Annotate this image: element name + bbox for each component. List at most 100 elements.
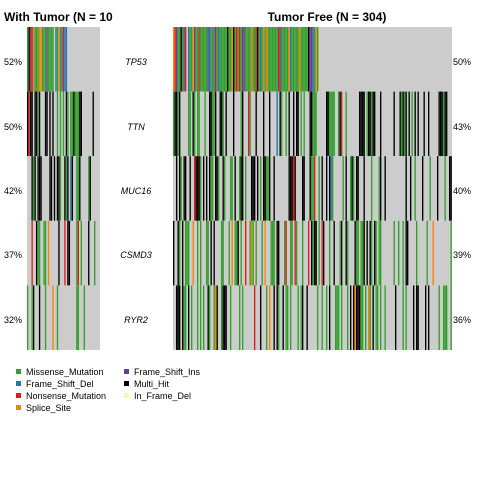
tumor-free-mutation-bar-ttn: [213, 91, 215, 157]
with-tumor-mutation-bar-tp53: [52, 27, 54, 92]
tumor-free-mutation-bar-csmd3: [228, 220, 230, 286]
tumor-free-mutation-bar-tp53: [294, 27, 296, 92]
with-tumor-mutation-bar-tp53: [56, 27, 59, 92]
tumor-free-mutation-bar-tp53: [282, 27, 284, 92]
tumor-free-mutation-bar-csmd3: [315, 220, 317, 286]
tumor-free-mutation-bar-muc16: [176, 156, 178, 221]
tumor-free-mutation-bar-tp53: [300, 27, 302, 92]
tumor-free-mutation-bar-csmd3: [285, 220, 287, 286]
tumor-free-mutation-bar-csmd3: [245, 220, 247, 286]
tumor-free-mutation-bar-csmd3: [321, 220, 323, 286]
tumor-free-mutation-bar-tp53: [221, 27, 223, 92]
with-tumor-mutation-bar-muc16: [59, 156, 62, 221]
tumor-free-mutation-bar-ryr2: [225, 285, 227, 350]
tumor-free-mutation-bar-tp53: [197, 27, 199, 92]
tumor-free-mutation-bar-ryr2: [269, 285, 271, 350]
tumor-free-mutation-bar-ryr2: [221, 285, 223, 350]
tumor-free-mutation-bar-tp53: [246, 27, 248, 92]
tumor-free-mutation-bar-muc16: [200, 156, 202, 221]
tumor-free-mutation-bar-tp53: [312, 27, 314, 92]
tumor-free-mutation-bar-csmd3: [356, 220, 358, 286]
tumor-free-mutation-bar-tp53: [272, 27, 274, 92]
tumor-free-mutation-bar-muc16: [218, 156, 220, 221]
tumor-free-mutation-bar-ryr2: [369, 285, 371, 350]
with-tumor-mutation-bar-tp53: [49, 27, 51, 92]
with-tumor-mutation-bar-tp53: [62, 27, 65, 92]
tumor-free-mutation-bar-muc16: [239, 156, 241, 221]
tumor-free-mutation-bar-ttn: [338, 91, 340, 157]
with-tumor-mutation-bar-csmd3: [64, 220, 66, 286]
tumor-free-mutation-bar-ryr2: [450, 285, 452, 350]
legend-swatch-multi-hit: [124, 381, 129, 386]
tumor-free-mutation-bar-tp53: [218, 27, 220, 92]
tumor-free-mutation-bar-csmd3: [192, 220, 194, 286]
tumor-free-mutation-bar-ttn: [315, 91, 317, 157]
with-tumor-mutation-bar-csmd3: [47, 220, 50, 286]
tumor-free-mutation-bar-muc16: [222, 156, 224, 221]
tumor-free-mutation-bar-muc16: [449, 156, 451, 221]
tumor-free-mutation-bar-tp53: [243, 27, 245, 92]
tumor-free-mutation-bar-ttn: [314, 91, 316, 157]
tumor-free-mutation-bar-tp53: [299, 27, 301, 92]
with-tumor-mutation-bar-ttn: [46, 91, 48, 157]
tumor-free-mutation-bar-tp53: [260, 27, 262, 92]
with-tumor-mutation-bar-muc16: [40, 156, 42, 221]
tumor-free-mutation-bar-tp53: [263, 27, 265, 92]
with-tumor-mutation-bar-csmd3: [80, 220, 82, 286]
with-tumor-mutation-bar-muc16: [89, 156, 91, 221]
tumor-free-mutation-bar-ryr2: [239, 285, 241, 350]
tumor-free-mutation-bar-muc16: [273, 156, 275, 221]
tumor-free-mutation-bar-csmd3: [378, 220, 380, 286]
tumor-free-mutation-bar-muc16: [353, 156, 355, 221]
tumor-free-mutation-bar-ryr2: [443, 285, 445, 350]
tumor-free-mutation-bar-ttn: [215, 91, 217, 157]
tumor-free-mutation-bar-csmd3: [236, 220, 238, 286]
tumor-free-mutation-bar-ryr2: [353, 285, 355, 350]
tumor-free-mutation-bar-muc16: [209, 156, 211, 221]
with-tumor-mutation-bar-csmd3: [76, 220, 78, 286]
gene-label-muc16: MUC16: [121, 186, 152, 196]
tumor-free-mutation-bar-ttn: [188, 91, 190, 157]
tumor-free-mutation-bar-tp53: [273, 27, 275, 92]
with-tumor-mutation-bar-ryr2: [52, 285, 54, 350]
tumor-free-mutation-bar-tp53: [228, 27, 230, 92]
legend-swatch-in-frame-del: [124, 393, 129, 398]
group-title-tumor-free: Tumor Free (N = 304): [268, 10, 387, 24]
with-tumor-mutation-bar-ttn: [56, 91, 59, 157]
tumor-free-mutation-bar-ryr2: [182, 285, 184, 350]
tumor-free-mutation-bar-tp53: [291, 27, 293, 92]
tumor-free-mutation-bar-tp53: [267, 27, 269, 92]
tumor-free-mutation-bar-ryr2: [347, 285, 349, 350]
with-tumor-mutation-bar-ttn: [92, 91, 94, 157]
tumor-free-mutation-bar-tp53: [252, 27, 254, 92]
tumor-free-mutation-bar-tp53: [180, 27, 182, 92]
tumor-free-mutation-bar-ryr2: [446, 285, 448, 350]
tumor-free-mutation-bar-ryr2: [297, 285, 299, 350]
tumor-free-mutation-bar-ttn: [339, 91, 341, 157]
with-tumor-mutation-bar-csmd3: [31, 220, 33, 286]
tumor-free-mutation-bar-csmd3: [369, 220, 371, 286]
with-tumor-mutation-bar-ttn: [71, 91, 74, 157]
tumor-free-mutation-bar-tp53: [270, 27, 272, 92]
tumor-free-mutation-bar-ryr2: [402, 285, 404, 350]
with-tumor-mutation-bar-tp53: [40, 27, 42, 92]
tumor-free-mutation-bar-csmd3: [398, 220, 400, 286]
tumor-free-mutation-bar-ryr2: [405, 285, 407, 350]
with-tumor-mutation-bar-ttn: [44, 91, 47, 157]
tumor-free-mutation-bar-ttn: [255, 91, 257, 157]
tumor-free-mutation-bar-ttn: [312, 91, 314, 157]
tumor-free-mutation-bar-tp53: [279, 27, 281, 92]
tumor-free-mutation-bar-muc16: [195, 156, 197, 221]
tumor-free-mutation-bar-ryr2: [209, 285, 211, 350]
tumor-free-mutation-bar-tp53: [261, 27, 263, 92]
with-tumor-mutation-bar-tp53: [65, 27, 68, 92]
with-tumor-mutation-bar-ryr2: [44, 285, 47, 350]
tumor-free-mutation-bar-ttn: [212, 91, 214, 157]
tumor-free-mutation-bar-tp53: [245, 27, 247, 92]
tumor-free-mutation-bar-ttn: [446, 91, 448, 157]
tumor-free-mutation-bar-ttn: [197, 91, 199, 157]
tumor-free-mutation-bar-muc16: [342, 156, 344, 221]
tumor-free-mutation-bar-tp53: [215, 27, 217, 92]
tumor-free-mutation-bar-ryr2: [372, 285, 374, 350]
tumor-free-mutation-bar-muc16: [183, 156, 185, 221]
